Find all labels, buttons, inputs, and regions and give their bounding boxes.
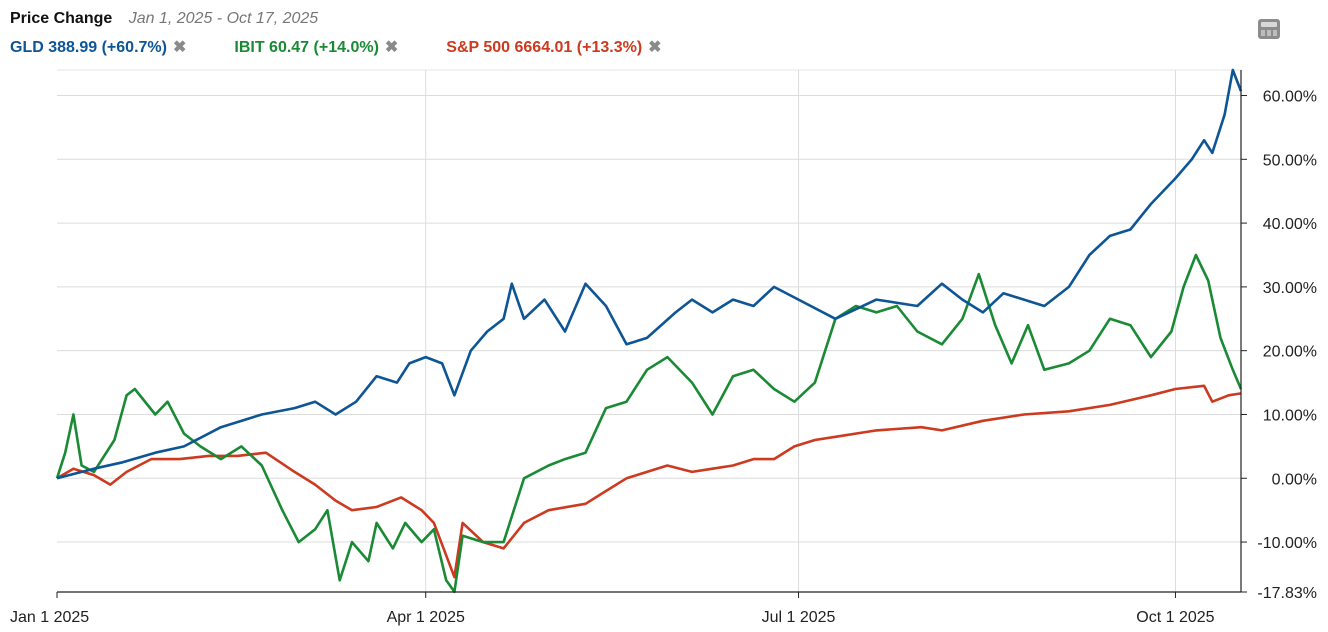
series-line-sp500 — [56, 384, 1242, 579]
remove-sp500-close-icon[interactable]: ✖ — [648, 39, 662, 56]
legend-item-sp500: S&P 500 6664.01 (+13.3%) ✖ — [446, 38, 661, 58]
legend-label-ibit: IBIT 60.47 (+14.0%) — [234, 39, 379, 56]
legend-item-ibit: IBIT 60.47 (+14.0%) ✖ — [234, 38, 398, 58]
y-tick-label: 10.00% — [1263, 407, 1317, 424]
calculator-icon[interactable] — [1258, 19, 1280, 39]
legend: GLD 388.99 (+60.7%) ✖ IBIT 60.47 (+14.0%… — [10, 38, 662, 58]
date-range: Jan 1, 2025 - Oct 17, 2025 — [128, 10, 319, 27]
y-tick-label: 0.00% — [1272, 471, 1317, 488]
y-tick-label: -10.00% — [1257, 535, 1317, 552]
y-tick-label: -17.83% — [1257, 585, 1317, 602]
x-tick-label: Oct 1 2025 — [1136, 609, 1214, 626]
chart-header: Price Change Jan 1, 2025 - Oct 17, 2025 — [10, 9, 318, 29]
series-line-ibit — [55, 253, 1243, 594]
y-tick-label: 40.00% — [1263, 216, 1317, 233]
y-tick-label: 20.00% — [1263, 344, 1317, 361]
x-tick-label: Jan 1 2025 — [10, 609, 89, 626]
x-tick-label: Jul 1 2025 — [762, 609, 836, 626]
y-tick-label: 60.00% — [1263, 89, 1317, 106]
y-tick-label: 50.00% — [1263, 152, 1317, 169]
legend-label-gld: GLD 388.99 (+60.7%) — [10, 39, 167, 56]
remove-ibit-close-icon[interactable]: ✖ — [384, 39, 399, 56]
legend-label-sp500: S&P 500 6664.01 (+13.3%) — [446, 39, 643, 56]
series-line-gld — [56, 68, 1243, 480]
chart-title: Price Change — [10, 10, 113, 27]
remove-gld-close-icon[interactable]: ✖ — [172, 39, 187, 56]
y-tick-label: 30.00% — [1263, 280, 1317, 297]
legend-item-gld: GLD 388.99 (+60.7%) ✖ — [10, 38, 186, 58]
x-tick-label: Apr 1 2025 — [387, 609, 465, 626]
